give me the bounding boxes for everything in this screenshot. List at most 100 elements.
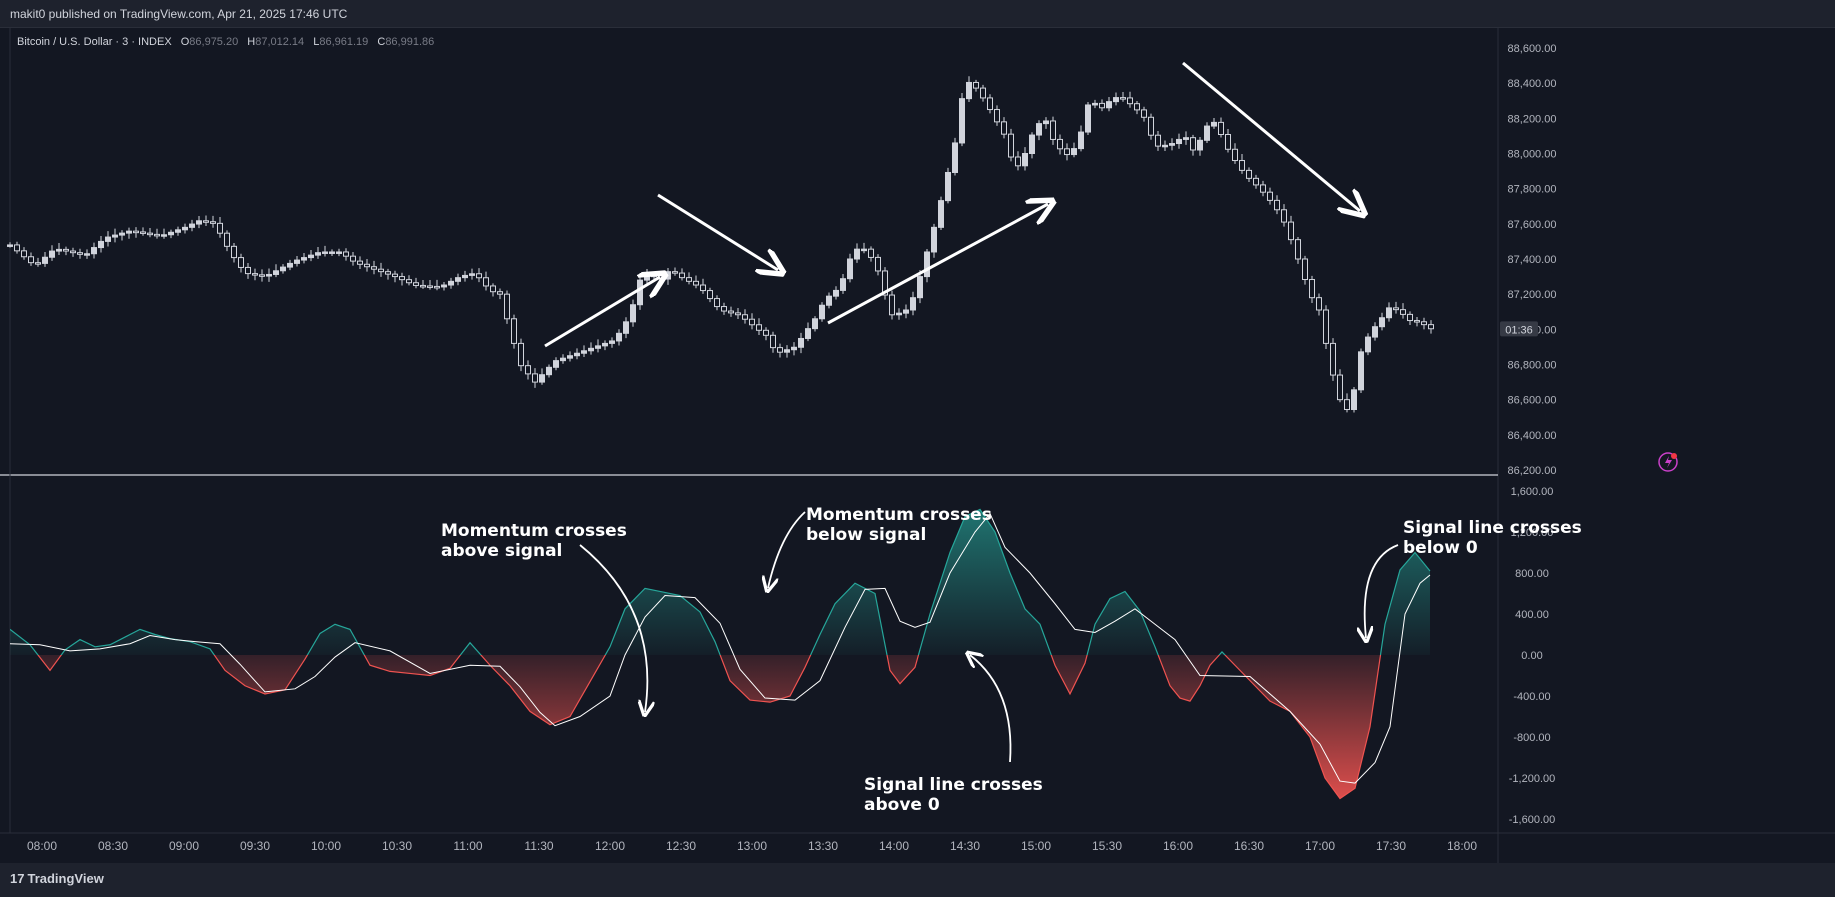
price-tick-label: 88,600.00: [1508, 43, 1557, 55]
candle-body: [560, 357, 566, 362]
candle-body: [728, 310, 734, 314]
candle-body: [1225, 134, 1231, 150]
candle-body: [896, 312, 902, 316]
candle-body: [322, 251, 328, 254]
candle-body: [1232, 148, 1238, 162]
time-tick-label: 09:00: [169, 839, 199, 853]
candle-body: [175, 229, 181, 233]
annotation-signal-above-1: Signal line crosses: [864, 775, 1043, 795]
candle-body: [420, 284, 426, 288]
candle-body: [1239, 160, 1245, 171]
candle-body: [1183, 137, 1189, 140]
time-tick-label: 12:00: [595, 839, 625, 853]
candle-body: [1071, 148, 1077, 156]
candle-body: [112, 234, 118, 238]
pointer-momentum-below: [768, 511, 806, 588]
candle-body: [455, 277, 461, 282]
candle-body: [854, 248, 860, 260]
candle-body: [1106, 101, 1112, 109]
candle-body: [819, 304, 825, 320]
candle-body: [1386, 307, 1392, 319]
candle-body: [1078, 131, 1084, 150]
time-tick-label: 14:00: [879, 839, 909, 853]
price-tick-label: 87,600.00: [1508, 219, 1557, 231]
candle-body: [1008, 133, 1014, 158]
oscillator-axis[interactable]: -1,600.00 -1,200.00 -800.00 -400.00 0.00 400.…: [1509, 486, 1555, 826]
candle-body: [973, 81, 979, 89]
candle-body: [875, 256, 881, 272]
signal-line: [9, 512, 1431, 784]
candle-body: [763, 329, 769, 336]
candle-body: [623, 321, 629, 334]
candle-body: [700, 284, 706, 292]
candlestick-series: [7, 76, 1434, 413]
candle-body: [1295, 239, 1301, 260]
candle-body: [945, 171, 951, 202]
candle-body: [392, 273, 398, 278]
tradingview-brand: TradingView: [27, 871, 104, 886]
candle-body: [826, 295, 832, 306]
candle-body: [1414, 320, 1420, 323]
candle-body: [49, 250, 55, 258]
candle-body: [1302, 258, 1308, 281]
time-tick-label: 18:00: [1447, 839, 1477, 853]
candle-body: [1211, 121, 1217, 127]
lightning-icon[interactable]: [1658, 452, 1678, 472]
candle-body: [784, 349, 790, 353]
candle-body: [224, 232, 230, 247]
candle-body: [1197, 139, 1203, 151]
time-tick-label: 09:30: [240, 839, 270, 853]
momentum-positive-line: [10, 508, 1431, 655]
candle-body: [1050, 120, 1056, 140]
candle-body: [238, 257, 244, 268]
candle-body: [714, 298, 720, 308]
candle-body: [217, 222, 223, 234]
time-tick-label: 15:30: [1092, 839, 1122, 853]
footer-bar: 17 TradingView: [0, 863, 1835, 897]
candle-body: [1393, 307, 1399, 311]
oscillator-tick-label: -1,200.00: [1509, 773, 1555, 785]
candle-body: [1204, 125, 1210, 141]
time-axis[interactable]: 08:00 08:30 09:00 09:30 10:00 10:30 11:00 11:30…: [27, 839, 1477, 853]
time-tick-label: 08:30: [98, 839, 128, 853]
candle-body: [1365, 336, 1371, 353]
candle-body: [189, 223, 195, 228]
time-tick-label: 11:30: [524, 839, 553, 853]
candle-body: [98, 240, 104, 249]
price-axis[interactable]: 86,200.0086,400.0086,600.0086,800.0087,0…: [1508, 43, 1557, 477]
candle-body: [1162, 144, 1168, 148]
candle-body: [364, 263, 370, 268]
candle-body: [980, 87, 986, 99]
price-tick-label: 86,400.00: [1508, 430, 1557, 442]
candle-body: [196, 220, 202, 225]
candle-body: [35, 262, 41, 265]
candle-body: [609, 340, 615, 344]
candle-body: [378, 268, 384, 273]
close-value: 86,991.86: [385, 36, 434, 48]
oscillator-tick-label: 400.00: [1515, 609, 1549, 621]
candle-body: [616, 332, 622, 342]
candle-body: [1113, 97, 1119, 103]
candle-body: [154, 233, 160, 237]
symbol-legend[interactable]: Bitcoin / U.S. Dollar · 3 · INDEX O86,97…: [17, 36, 434, 48]
candle-body: [1064, 148, 1070, 156]
candle-body: [161, 234, 167, 237]
tradingview-logo[interactable]: 17 TradingView: [10, 871, 104, 886]
candle-body: [868, 248, 874, 258]
candle-body: [833, 289, 839, 297]
candle-body: [525, 365, 531, 375]
candle-body: [1085, 104, 1091, 133]
chart-canvas[interactable]: Bitcoin / U.S. Dollar · 3 · INDEX O86,97…: [0, 27, 1835, 863]
momentum-oscillator: [9, 508, 1431, 800]
candle-body: [539, 374, 545, 383]
momentum-positive-area: [10, 509, 1430, 655]
candle-body: [1155, 134, 1161, 147]
candle-body: [1001, 121, 1007, 135]
price-tick-label: 87,400.00: [1508, 254, 1557, 266]
price-tick-label: 88,200.00: [1508, 113, 1557, 125]
price-tick-label: 86,600.00: [1508, 395, 1557, 407]
time-tick-label: 12:30: [666, 839, 696, 853]
time-tick-label: 17:00: [1305, 839, 1335, 853]
candle-body: [889, 294, 895, 316]
candle-body: [1337, 374, 1343, 401]
